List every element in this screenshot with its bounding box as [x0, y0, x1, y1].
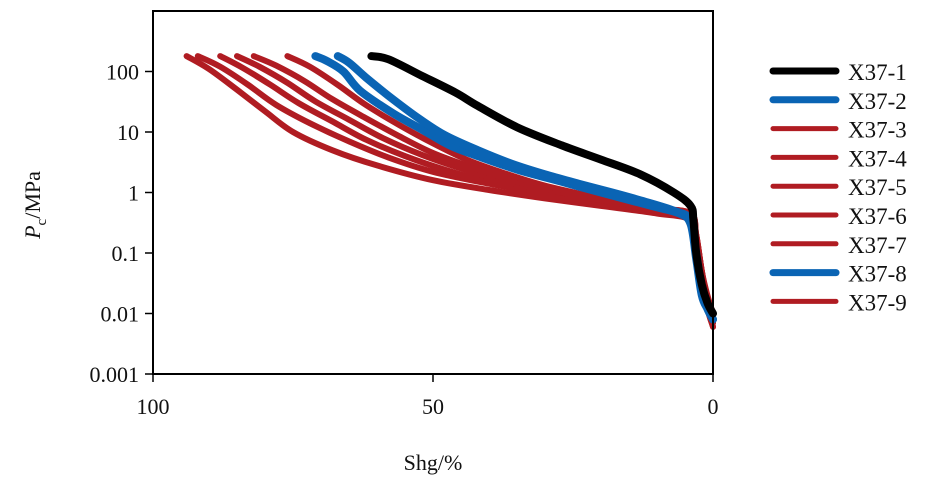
legend-label: X37-2 [848, 89, 907, 114]
y-axis: 100 10 1 0.1 0.01 0.001 [90, 60, 153, 387]
series-line-x37-6 [234, 53, 716, 330]
legend-label: X37-6 [848, 204, 907, 229]
y-tick-label: 1 [128, 181, 139, 206]
curves-layer [183, 52, 717, 330]
legend-label: X37-3 [848, 118, 907, 143]
legend-label: X37-1 [848, 60, 907, 85]
y-axis-title: Pc/MPa [20, 171, 50, 240]
legend-label: X37-4 [848, 146, 907, 171]
x-tick-label: 100 [137, 394, 170, 419]
y-axis-title-subscript: c [34, 218, 50, 225]
x-axis: 100 50 0 [137, 374, 719, 419]
x-tick-label: 0 [708, 394, 719, 419]
legend-label: X37-5 [848, 175, 907, 200]
y-tick-label: 0.1 [112, 241, 140, 266]
x-axis-title: Shg/% [404, 450, 463, 475]
y-tick-label: 10 [117, 120, 139, 145]
legend-label: X37-7 [848, 233, 907, 258]
series-line-x37-1 [367, 52, 717, 318]
x-tick-label: 50 [422, 394, 444, 419]
y-tick-label: 0.01 [101, 302, 140, 327]
legend-label: X37-8 [848, 262, 907, 287]
y-axis-title-symbol: P [20, 225, 45, 239]
legend: X37-1 X37-2 X37-3 X37-4 X37-5 X37-6 X37-7 X37-8… [769, 60, 907, 315]
legend-label: X37-9 [848, 290, 907, 315]
y-tick-label: 100 [106, 60, 139, 85]
y-axis-title-unit: /MPa [20, 171, 45, 219]
y-tick-label: 0.001 [90, 362, 140, 387]
